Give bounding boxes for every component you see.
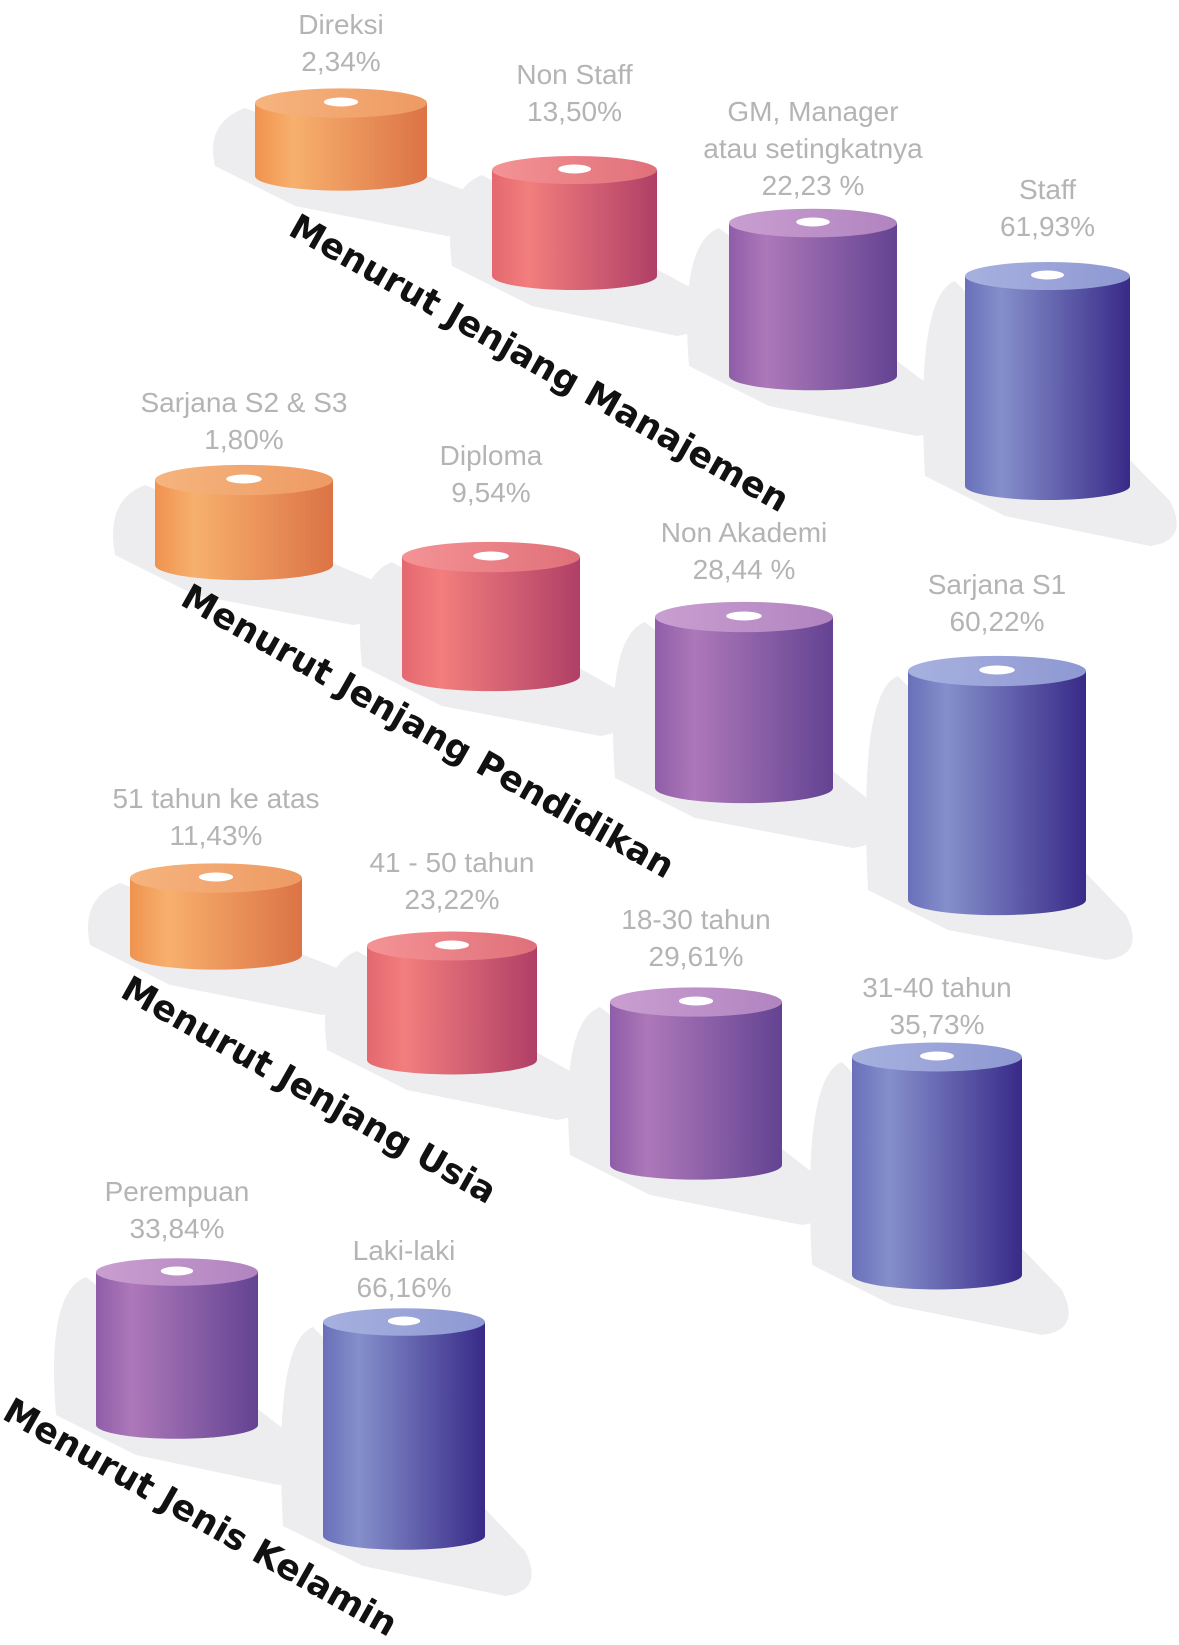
- category-name: Diploma: [341, 437, 641, 474]
- cylinder-2-2-hole: [679, 997, 713, 1006]
- category-name: 51 tahun ke atas: [66, 780, 366, 817]
- category-name: Sarjana S1: [847, 566, 1147, 603]
- category-name: 18-30 tahun: [546, 901, 846, 938]
- cylinder-2-1-body: [367, 946, 537, 1074]
- category-name: Non Staff: [425, 56, 725, 93]
- cylinder-0-1-hole: [558, 165, 591, 174]
- cylinder-1-3-hole: [979, 666, 1015, 675]
- category-name: GM, Manager: [663, 93, 963, 130]
- category-name: Staff: [898, 171, 1179, 208]
- cylinder-2-2-body: [610, 1002, 782, 1180]
- cylinder-1-0-hole: [226, 475, 262, 484]
- cylinder-0-2-hole: [796, 218, 830, 227]
- cylinder-0-3-body: [965, 276, 1130, 500]
- category-name: Direksi: [191, 6, 491, 43]
- category-name: Non Akademi: [594, 514, 894, 551]
- cylinder-1-1-hole: [473, 552, 509, 561]
- cylinder-3-1-body: [323, 1322, 485, 1550]
- value-label: 9,54%: [341, 474, 641, 511]
- cylinder-1-1-body: [402, 557, 580, 691]
- category-name: 41 - 50 tahun: [302, 844, 602, 881]
- cylinder-0-2-body: [729, 223, 897, 390]
- category-name: Sarjana S2 & S3: [94, 384, 394, 421]
- cylinder-2-3-hole: [920, 1052, 954, 1061]
- cylinder-2-0-hole: [199, 873, 233, 882]
- category-name: atau setingkatnya: [663, 130, 963, 167]
- cylinder-2-1-hole: [435, 941, 469, 950]
- cylinder-3-1-hole: [388, 1317, 420, 1326]
- cylinder-3-0-hole: [161, 1267, 193, 1276]
- category-name: Perempuan: [27, 1173, 327, 1210]
- cylinder-1-2-body: [655, 617, 833, 803]
- cylinder-0-3-hole: [1031, 271, 1064, 280]
- cylinder-0-1-body: [492, 170, 657, 290]
- cylinder-3-0-body: [96, 1272, 258, 1439]
- category-name: 31-40 tahun: [787, 969, 1087, 1006]
- value-label: 66,16%: [254, 1269, 554, 1306]
- cylinder-0-0-hole: [324, 98, 358, 107]
- cylinder-2-3-body: [852, 1057, 1022, 1289]
- cylinder-1-3-body: [908, 671, 1086, 915]
- value-label: 35,73%: [787, 1006, 1087, 1043]
- cylinder-1-2-hole: [726, 612, 762, 621]
- category-name: Laki-laki: [254, 1232, 554, 1269]
- value-label: 60,22%: [847, 603, 1147, 640]
- value-label: 61,93%: [898, 208, 1179, 245]
